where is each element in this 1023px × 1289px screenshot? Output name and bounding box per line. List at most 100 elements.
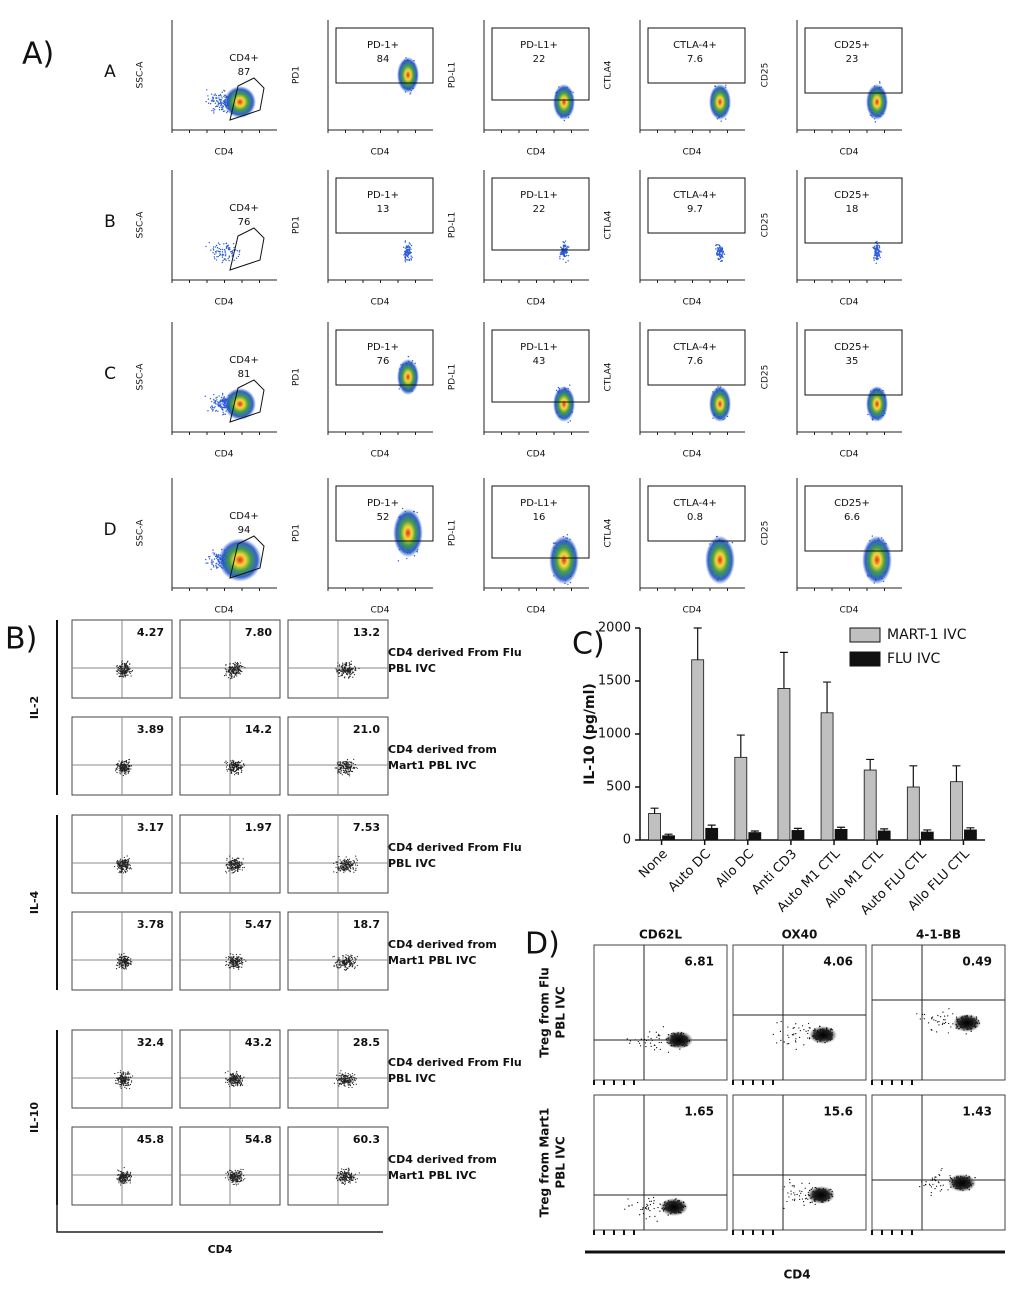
event-dot	[122, 863, 124, 865]
quadrant-value: 7.80	[245, 626, 272, 639]
event-dot	[346, 668, 348, 670]
x-axis-label: CD4	[371, 606, 390, 616]
event-dot	[338, 771, 340, 773]
event-dot	[226, 762, 229, 764]
event-dot	[337, 868, 339, 870]
event-dot	[342, 672, 345, 675]
event-dot	[207, 98, 210, 100]
row-label: C	[104, 364, 116, 384]
event-dot	[353, 674, 356, 676]
event-dot	[213, 400, 216, 402]
event-dot	[215, 553, 217, 556]
event-dot	[217, 403, 220, 405]
gate-value: 16	[533, 512, 546, 523]
event-dot	[874, 245, 876, 247]
quadrant-value: 3.89	[137, 723, 164, 736]
gate-value: 23	[846, 54, 859, 65]
event-dot	[212, 564, 215, 567]
event-dot	[404, 253, 406, 255]
event-dot	[339, 664, 341, 666]
event-dot	[220, 95, 222, 97]
event-dot	[342, 767, 345, 769]
event-dot	[120, 767, 122, 769]
event-dot	[333, 871, 335, 873]
event-dot	[349, 767, 351, 770]
event-dot	[351, 761, 353, 763]
event-dot	[226, 112, 228, 114]
event-dot	[216, 396, 218, 398]
event-dot	[718, 250, 721, 253]
y-axis-label: PD-L1	[448, 62, 458, 88]
event-dot	[560, 253, 563, 256]
event-dot	[225, 674, 227, 676]
event-dot	[352, 671, 354, 673]
event-dot	[125, 868, 128, 871]
event-dot	[340, 666, 342, 668]
event-dot	[407, 259, 409, 261]
event-dot	[116, 862, 119, 865]
event-dot	[120, 667, 123, 670]
event-dot	[124, 865, 126, 867]
event-dot	[239, 662, 241, 664]
event-dot	[409, 93, 411, 95]
event-dot	[233, 774, 236, 776]
event-dot	[238, 251, 241, 253]
event-dot	[207, 95, 209, 97]
event-dot	[226, 245, 228, 247]
event-dot	[116, 766, 118, 769]
event-cloud	[205, 241, 241, 264]
event-dot	[123, 666, 125, 668]
event-dot	[347, 671, 349, 673]
event-dot	[342, 665, 344, 667]
event-dot	[338, 868, 340, 870]
event-dot	[224, 255, 227, 257]
event-dot	[348, 771, 351, 773]
event-dot	[721, 246, 723, 249]
event-dot	[236, 857, 238, 859]
event-dot	[221, 256, 224, 258]
event-dot	[216, 399, 218, 401]
x-axis-label: CD4	[215, 148, 234, 158]
event-dot	[407, 355, 410, 358]
event-dot	[125, 769, 128, 771]
event-dot	[338, 869, 340, 871]
event-dot	[242, 863, 244, 865]
event-dot	[236, 867, 238, 869]
event-dot	[348, 665, 350, 667]
event-dot	[207, 102, 210, 104]
event-dot	[119, 867, 121, 870]
event-dot	[122, 774, 125, 777]
x-axis-label: CD4	[527, 606, 546, 616]
event-dot	[720, 247, 722, 250]
event-dot	[221, 400, 223, 402]
gate	[804, 27, 903, 94]
event-dot	[358, 667, 360, 670]
event-dot	[715, 244, 717, 247]
event-dot	[243, 866, 245, 869]
group-label: IL-2	[28, 696, 41, 719]
event-dot	[116, 665, 118, 668]
gate-value: 76	[238, 217, 251, 228]
event-dot	[225, 664, 227, 666]
event-dot	[129, 668, 131, 670]
event-dot	[214, 257, 216, 260]
event-dot	[243, 765, 245, 767]
event-dot	[124, 870, 126, 872]
event-dot	[350, 660, 352, 662]
event-dot	[566, 246, 568, 249]
event-dot	[356, 862, 358, 864]
event-dot	[126, 870, 128, 872]
y-axis-label: CD25	[761, 365, 771, 390]
event-dot	[213, 256, 216, 258]
event-dot	[231, 763, 233, 765]
event-dot	[123, 866, 125, 868]
event-dot	[878, 250, 880, 252]
event-dot	[117, 672, 119, 674]
event-dot	[341, 774, 344, 776]
x-axis-label: CD4	[215, 450, 234, 460]
event-dot	[212, 100, 214, 103]
event-dot	[217, 250, 220, 252]
event-dot	[211, 109, 213, 112]
event-dot	[341, 666, 344, 669]
